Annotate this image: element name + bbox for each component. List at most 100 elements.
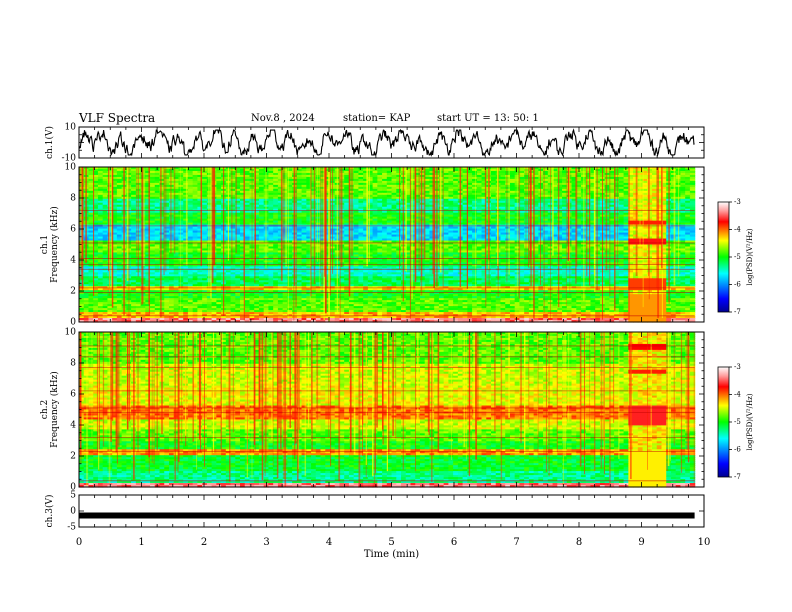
spectrogram-cell (178, 167, 184, 170)
spectrogram-cell (514, 167, 521, 170)
spectrogram-cell (396, 172, 402, 176)
spectrogram-cell (680, 184, 686, 188)
spectrogram-cell (424, 172, 431, 176)
spectrogram-cell (150, 172, 156, 176)
spectrogram-cell (344, 180, 350, 184)
spectrogram-cell (150, 176, 156, 180)
spectrogram-cell (372, 172, 378, 176)
spectrogram-cell (557, 167, 563, 170)
spectrogram-cell (491, 182, 497, 186)
spectrogram-cell (320, 178, 326, 182)
spectrogram-cell (628, 170, 634, 174)
spectrogram-cell (491, 168, 497, 172)
spectrogram-cell (595, 174, 601, 178)
spectrogram-cell (543, 182, 549, 186)
spectrogram-cell (358, 178, 364, 182)
spectrogram-cell (159, 170, 165, 174)
spectrogram-cell (562, 184, 568, 188)
spectrogram-cell (538, 184, 544, 188)
spectrogram-cell (652, 178, 658, 182)
spectrogram-cell (112, 167, 118, 170)
spectrogram-cell (140, 174, 146, 178)
spectrogram-cell (173, 182, 180, 186)
spectrogram-cell (206, 172, 213, 176)
spectrogram-cell (296, 184, 303, 188)
spectrogram-cell (609, 174, 615, 178)
spectrogram-cell (642, 184, 648, 188)
spectrogram-cell (258, 182, 265, 186)
spectrogram-cell (301, 184, 307, 188)
spectrogram-cell (614, 174, 620, 178)
spectrogram-cell (159, 178, 165, 182)
spectrogram-cell (173, 176, 180, 180)
spectrogram-cell (216, 174, 222, 178)
spectrogram-cell (509, 174, 516, 178)
spectrogram-cell (391, 170, 397, 174)
spectrogram-cell (112, 176, 118, 180)
spectrogram-cell (543, 180, 549, 184)
spectrogram-cell (637, 172, 644, 176)
spectrogram-cell (268, 167, 274, 170)
spectrogram-cell (273, 180, 279, 184)
spectrogram-cell (514, 184, 521, 188)
spectrogram-cell (424, 180, 431, 184)
spectrogram-cell (472, 170, 478, 174)
spectrogram-cell (538, 180, 544, 184)
spectrogram-cell (609, 167, 615, 170)
spectrogram-cell (287, 168, 293, 172)
spectrogram-cell (656, 167, 663, 170)
spectrogram-cell (448, 176, 454, 180)
spectrogram-cell (642, 178, 648, 182)
spectrogram-cell (344, 168, 350, 172)
spectrogram-cell (277, 172, 284, 176)
spectrogram-cell (448, 180, 454, 184)
spectrogram-cell (311, 168, 317, 172)
spectrogram-cell (353, 172, 359, 176)
spectrogram-cell (666, 168, 672, 172)
spectrogram-cell (618, 182, 625, 186)
spectrogram-cell (481, 180, 487, 184)
spectrogram-cell (547, 178, 554, 182)
spectrogram-cell (107, 170, 113, 174)
spectrogram-cell (363, 178, 369, 182)
spectrogram-cell (689, 174, 696, 178)
spectrogram-cell (519, 167, 525, 170)
spectrogram-cell (424, 174, 431, 178)
spectrogram-cell (438, 176, 445, 180)
spectrogram-cell (500, 168, 506, 172)
spectrogram-cell (325, 178, 331, 182)
spectrogram-cell (656, 176, 663, 180)
spectrogram-cell (519, 168, 525, 172)
spectrogram-cell (363, 176, 369, 180)
spectrogram-cell (595, 172, 601, 176)
spectrogram-cell (135, 174, 142, 178)
spectrogram-cell (192, 180, 198, 184)
spectrogram-cell (97, 170, 104, 174)
spectrogram-cell (680, 172, 686, 176)
spectrogram-cell (202, 172, 208, 176)
spectrogram-cell (197, 167, 203, 170)
spectrogram-cell (689, 182, 696, 186)
spectrogram-cell (495, 180, 502, 184)
spectrogram-cell (367, 178, 374, 182)
spectrogram-cell (344, 170, 350, 174)
spectrogram-cell (97, 168, 104, 172)
spectrogram-cell (462, 167, 468, 170)
spectrogram-cell (358, 184, 364, 188)
spectrogram-cell (509, 178, 516, 182)
spectrogram-cell (571, 178, 577, 182)
spectrogram-cell (116, 178, 123, 182)
spectrogram-cell (254, 182, 260, 186)
spectrogram-cell (386, 168, 393, 172)
spectrogram-cell (595, 178, 601, 182)
spectrogram-cell (661, 180, 667, 184)
spectrogram-cell (268, 184, 274, 188)
spectrogram-cell (206, 182, 213, 186)
spectrogram-cell (249, 180, 255, 184)
spectrogram-cell (453, 180, 459, 184)
spectrogram-cell (476, 184, 483, 188)
spectrogram-cell (140, 182, 146, 186)
spectrogram-cell (652, 167, 658, 170)
spectrogram-cell (647, 172, 653, 176)
